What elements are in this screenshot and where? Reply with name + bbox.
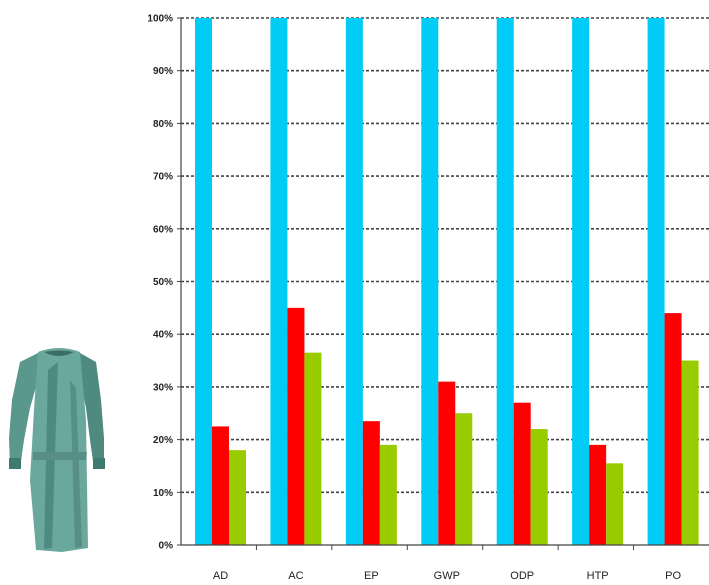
- x-tick-label-htp: HTP: [587, 570, 609, 582]
- bar-htp-series-3: [606, 463, 624, 545]
- y-tick-label: 40%: [153, 330, 173, 341]
- x-tick-labels: AD AC EP GWP ODP HTP PO: [213, 570, 682, 582]
- y-tick-label: 100%: [147, 14, 173, 25]
- bar-odp-series-3: [530, 429, 548, 545]
- y-tick-label: 80%: [153, 119, 173, 130]
- bars: [195, 18, 699, 545]
- bar-po-series-1: [647, 18, 665, 545]
- y-tick-label: 90%: [153, 66, 173, 77]
- bar-po-series-2: [664, 313, 682, 545]
- bar-gwp-series-1: [421, 18, 439, 545]
- y-tick-label: 60%: [153, 224, 173, 235]
- bar-ac-series-2: [287, 307, 305, 545]
- x-tick-label-ac: AC: [288, 570, 303, 582]
- y-tick-label: 10%: [153, 488, 173, 499]
- bar-gwp-series-2: [438, 381, 456, 545]
- bar-po-series-3: [681, 360, 699, 545]
- bar-odp-series-2: [513, 402, 531, 545]
- y-tick-label: 30%: [153, 382, 173, 393]
- bar-ep-series-2: [362, 421, 380, 545]
- y-tick-label: 20%: [153, 435, 173, 446]
- x-tick-label-odp: ODP: [510, 570, 534, 582]
- x-tick-label-ep: EP: [364, 570, 379, 582]
- y-tick-label: 50%: [153, 277, 173, 288]
- x-tick-label-ad: AD: [213, 570, 228, 582]
- bar-htp-series-1: [572, 18, 590, 545]
- bar-htp-series-2: [589, 444, 607, 545]
- x-tick-label-po: PO: [665, 570, 681, 582]
- bar-ep-series-3: [379, 444, 397, 545]
- y-tick-label: 70%: [153, 172, 173, 183]
- y-tick-labels: 0% 10% 20% 30% 40% 50% 60% 70% 80% 90% 100%: [147, 14, 173, 552]
- bar-gwp-series-3: [455, 413, 473, 545]
- bar-ad-series-1: [195, 18, 212, 545]
- gown-illustration: [9, 348, 105, 552]
- bar-odp-series-1: [496, 18, 514, 545]
- bar-ad-series-3: [229, 450, 246, 545]
- y-tick-label: 0%: [159, 541, 174, 552]
- x-tick-label-gwp: GWP: [434, 570, 460, 582]
- bar-ac-series-3: [304, 352, 322, 545]
- axes: [177, 17, 709, 550]
- bar-ep-series-1: [345, 18, 363, 545]
- bar-ac-series-1: [270, 18, 288, 545]
- bar-ad-series-2: [212, 426, 229, 545]
